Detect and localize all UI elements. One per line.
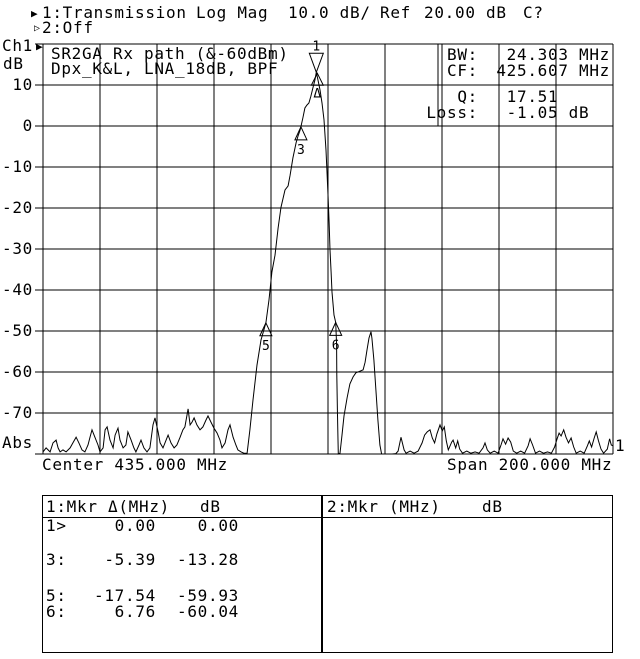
y-axis-tick-label: 0 [22, 116, 33, 135]
title-annotation-line2: Dpx_K&L, LNA_18dB, BPF [51, 59, 279, 78]
center-frequency-label: Center 435.000 MHz [42, 455, 228, 474]
ref-label: Ref [380, 3, 411, 22]
cf-label: CF: [447, 61, 478, 80]
marker-table-ch2-title: 2:Mkr (MHz) [327, 497, 441, 516]
y-axis-tick-label: -50 [2, 321, 33, 340]
title-annotation-line1: SR2GA Rx path (&-60dBm) [51, 44, 289, 63]
marker-table-ch1-unit: dB [200, 497, 221, 516]
cal-status: C? [523, 3, 544, 22]
marker-row-delta: 0.00 [114, 516, 156, 535]
marker-row-id: 5: [46, 586, 67, 605]
marker-3-label: 3 [297, 143, 305, 158]
marker-row-id: 3: [46, 550, 67, 569]
marker-delta-ref-icon [310, 72, 325, 86]
marker-6-icon [328, 321, 343, 336]
marker-table-ch1-title: 1:Mkr Δ(MHz) [46, 497, 170, 516]
y-axis-tick-label: -10 [2, 157, 33, 176]
marker-1-label: 1 [312, 39, 320, 54]
y-axis-abs-label: Abs [2, 433, 33, 452]
marker-5-label: 5 [262, 339, 270, 354]
marker-table-ch2-unit: dB [482, 497, 503, 516]
span-label: Span 200.000 MHz [447, 455, 613, 474]
y-axis-tick-label: -30 [2, 239, 33, 258]
y-axis-tick-label: -40 [2, 280, 33, 299]
marker-5-icon [259, 321, 273, 337]
q-value: 17.51 [486, 87, 559, 106]
marker-6-label: 6 [332, 338, 340, 353]
cf-value: 425.607 MHz [486, 61, 610, 80]
marker-table-ch2-header: 2:Mkr (MHz) dB [323, 496, 612, 518]
y-axis-tick-label: -60 [2, 362, 33, 381]
marker-row-id: 6: [46, 602, 67, 621]
ref-value: 20.00 dB [424, 3, 507, 22]
loss-label: Loss: [426, 103, 478, 122]
marker-1-active-icon [308, 52, 325, 74]
loss-value: -1.05 dB [486, 103, 590, 122]
trace2-indicator-icon: ▷ [34, 23, 41, 34]
channel-label: Ch1 [2, 36, 33, 55]
marker-row-db: -13.28 [177, 550, 239, 569]
y-axis-unit: dB [3, 54, 24, 73]
marker-row-delta: -17.54 [94, 586, 156, 605]
format-label: Log Mag [196, 3, 269, 22]
marker-row-delta: -5.39 [104, 550, 156, 569]
marker-row-db: -60.04 [177, 602, 239, 621]
marker-row-db: -59.93 [177, 586, 239, 605]
trace1-active-indicator-icon: ▶ [31, 7, 38, 20]
bw-label: BW: [447, 45, 478, 64]
trace1-label: 1:Transmission [42, 3, 187, 22]
marker-row-db: 0.00 [197, 516, 239, 535]
y-axis-tick-label: -70 [2, 403, 33, 422]
q-label: Q: [457, 87, 478, 106]
marker-table-ch1-header: 1:Mkr Δ(MHz) dB [43, 496, 321, 518]
trace-number-label: 1 [615, 436, 626, 455]
marker-row-id: 1> [46, 516, 67, 535]
y-axis-tick-label: 10 [12, 75, 33, 94]
marker-table-ch2: 2:Mkr (MHz) dB [322, 495, 613, 653]
marker-delta-ref-label: Δ [313, 86, 321, 101]
y-axis-tick-label: -20 [2, 198, 33, 217]
marker-table-ch1: 1:Mkr Δ(MHz) dB 1> 0.00 0.00 3: -5.39 -1… [42, 495, 322, 653]
channel-active-icon: ▶ [36, 40, 43, 53]
scale-per-div: 10.0 dB/ [288, 3, 371, 22]
trace2-label: 2:Off [42, 18, 94, 37]
trace-line [42, 72, 614, 455]
marker-row-delta: 6.76 [114, 602, 156, 621]
bw-value: 24.303 MHz [486, 45, 610, 64]
marker-3-icon [294, 125, 308, 141]
